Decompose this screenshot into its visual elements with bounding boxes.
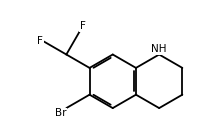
Text: Br: Br bbox=[55, 108, 66, 118]
Text: NH: NH bbox=[151, 44, 167, 55]
Text: F: F bbox=[80, 21, 86, 31]
Text: F: F bbox=[37, 36, 43, 46]
